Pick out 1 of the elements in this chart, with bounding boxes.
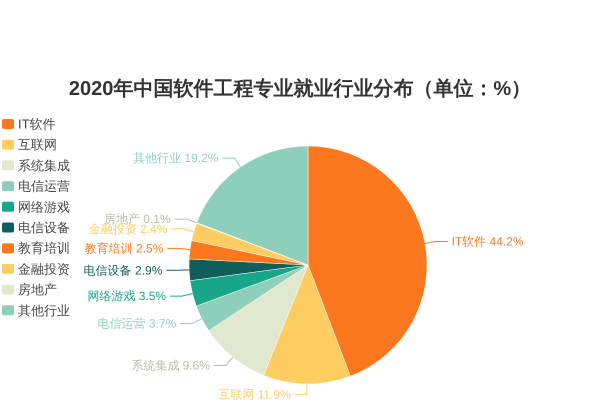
title: 2020年中国软件工程专业就业行业分布（单位：%） <box>68 78 532 100</box>
